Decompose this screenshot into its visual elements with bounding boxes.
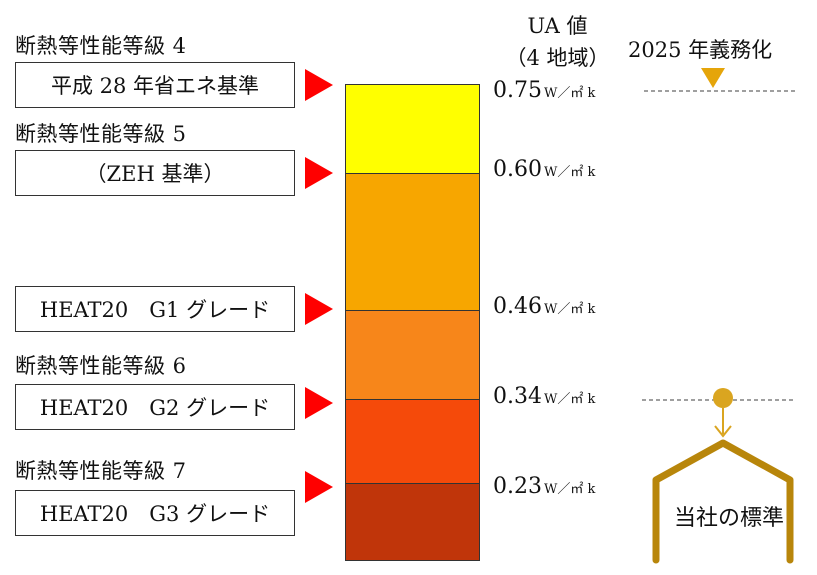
level-box-g1: HEAT20 G1 グレード [15, 286, 295, 332]
bar-segment-grade4 [345, 84, 480, 174]
ua-region: （4 地域） [505, 46, 610, 70]
ua-value-023: 0.23 W／㎡ k [493, 474, 596, 499]
grade-label-5: 断熱等性能等級 5 [15, 122, 187, 146]
markers-graphic [642, 68, 798, 564]
grade-label-4: 断熱等性能等級 4 [15, 34, 187, 58]
bar-segment-grade5 [345, 173, 480, 311]
company-standard-label: 当社の標準 [673, 506, 784, 531]
arrow-right-icon [305, 69, 333, 101]
level-box-g3: HEAT20 G3 グレード [15, 490, 295, 536]
grade-label-7: 断熱等性能等級 7 [15, 459, 187, 483]
arrow-right-icon [305, 387, 333, 419]
level-box-h28: 平成 28 年省エネ基準 [15, 62, 295, 108]
grade-label-6: 断熱等性能等級 6 [15, 354, 187, 378]
level-box-zeh: （ZEH 基準） [15, 150, 295, 196]
mandate-label: 2025 年義務化 [628, 38, 773, 62]
arrow-right-icon [305, 157, 333, 189]
dot-marker-icon [713, 388, 733, 408]
ua-title: UA 値 [527, 14, 588, 38]
bar-segment-g1 [345, 310, 480, 400]
bar-segment-g3 [345, 483, 480, 561]
house-icon [652, 439, 794, 564]
triangle-down-icon [701, 68, 725, 88]
bar-segment-g2 [345, 399, 480, 484]
arrow-right-icon [305, 293, 333, 325]
ua-value-075: 0.75 W／㎡ k [493, 78, 596, 103]
ua-value-060: 0.60 W／㎡ k [493, 157, 596, 182]
ua-value-034: 0.34 W／㎡ k [493, 384, 596, 409]
level-box-g2: HEAT20 G2 グレード [15, 384, 295, 430]
ua-header: UA 値 （4 地域） [495, 10, 620, 72]
arrow-right-icon [305, 471, 333, 503]
ua-value-046: 0.46 W／㎡ k [493, 294, 596, 319]
arrow-down-icon [714, 425, 732, 438]
